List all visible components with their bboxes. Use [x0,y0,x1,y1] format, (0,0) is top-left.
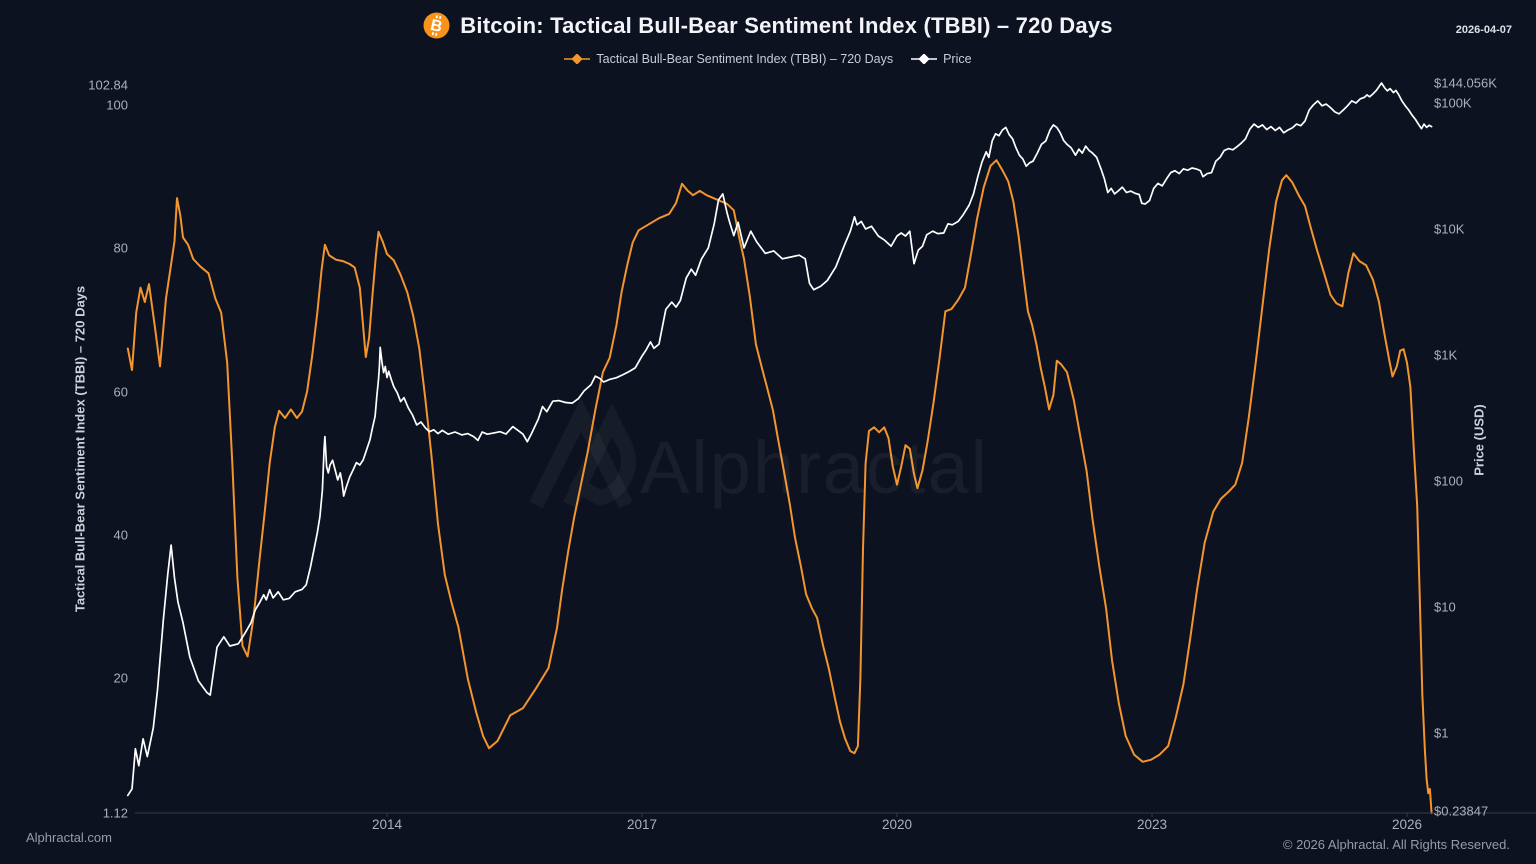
x-axis-tick: 2026 [1391,817,1423,832]
legend-label-tbbi: Tactical Bull-Bear Sentiment Index (TBBI… [596,52,894,66]
legend-item-price[interactable]: Price [911,52,972,66]
right-axis-tick: $10K [1434,221,1465,237]
copyright-text: © 2026 Alphractal. All Rights Reserved. [1282,837,1510,852]
alphractal-logo-icon [529,398,636,509]
left-axis-tick: 40 [113,527,128,543]
svg-text:B: B [429,17,444,36]
legend-label-price: Price [943,52,972,66]
right-axis-tick: $144.056K [1434,75,1497,91]
right-axis-tick: $1K [1434,347,1458,363]
x-axis-tick: 2014 [371,817,403,832]
bitcoin-icon: B [423,12,450,39]
right-axis-tick: $100 [1434,473,1463,489]
price-marker-icon [911,54,938,64]
left-axis-tick: 60 [113,384,128,399]
x-axis-tick: 2017 [626,817,658,832]
left-axis-tick: 100 [106,97,128,113]
left-axis-tick: 102.84 [88,77,128,93]
price-line[interactable] [126,82,1433,797]
x-axis-tick: 2023 [1136,817,1168,832]
left-axis-tick: 20 [113,670,128,686]
left-axis-tick: 1.12 [102,805,128,821]
site-link: Alphractal.com [26,830,112,845]
report-date: 2026-04-07 [1455,24,1512,36]
tbbi-marker-icon [564,54,591,64]
right-axis-title: Price (USD) [1471,404,1487,476]
left-axis-title: Tactical Bull-Bear Sentiment Index (TBBI… [72,285,88,613]
page-title: Bitcoin: Tactical Bull-Bear Sentiment In… [460,12,1113,38]
left-axis-tick: 80 [113,240,128,256]
tbbi-line[interactable] [126,159,1433,815]
legend: Tactical Bull-Bear Sentiment Index (TBBI… [0,52,1536,66]
right-axis-tick: $100K [1434,95,1472,111]
right-axis-tick: $0.23847 [1434,803,1489,819]
legend-item-tbbi[interactable]: Tactical Bull-Bear Sentiment Index (TBBI… [564,52,893,66]
right-axis-tick: $10 [1434,599,1456,615]
x-axis-tick: 2020 [881,817,913,832]
header: B Bitcoin: Tactical Bull-Bear Sentiment … [0,12,1536,39]
right-axis-tick: $1 [1434,725,1449,741]
